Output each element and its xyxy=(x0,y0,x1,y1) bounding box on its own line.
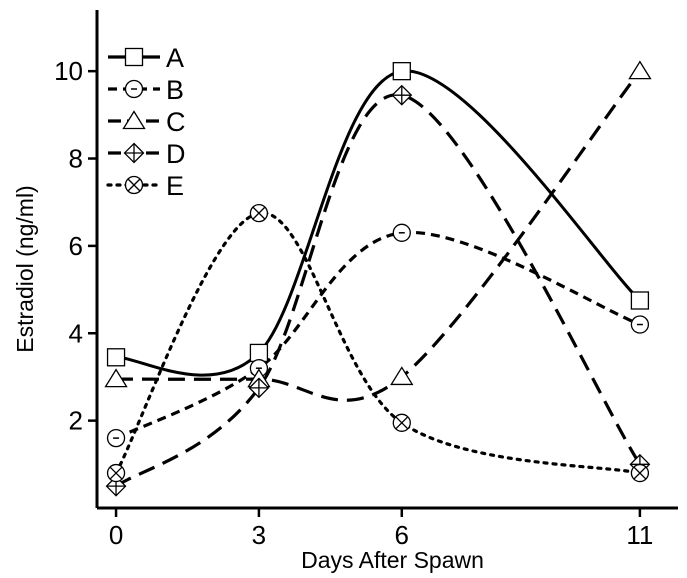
data-point-e-6 xyxy=(392,413,411,432)
data-point-b-6 xyxy=(392,223,411,242)
legend-label: D xyxy=(166,139,186,169)
legend-item-e: E xyxy=(106,171,184,201)
data-point-e-3 xyxy=(249,203,269,223)
data-point-e-11 xyxy=(630,463,650,483)
legend-marker-a xyxy=(124,47,144,67)
y-tick-label: 2 xyxy=(69,406,83,436)
series-line-d xyxy=(115,93,642,488)
x-axis-title: Days After Spawn xyxy=(301,547,484,573)
legend-label: E xyxy=(166,171,184,201)
data-point-c-11 xyxy=(628,60,652,80)
legend-marker-d xyxy=(123,142,145,164)
legend-marker-c xyxy=(122,110,146,130)
data-point-c-6 xyxy=(390,366,414,386)
legend-item-d: D xyxy=(108,139,186,169)
legend-item-a: A xyxy=(108,43,184,73)
legend-label: A xyxy=(166,43,184,73)
data-point-a-3 xyxy=(249,343,269,363)
x-tick-label: 0 xyxy=(109,520,123,550)
y-tick-label: 6 xyxy=(69,231,83,261)
data-point-a-0 xyxy=(106,348,126,367)
series-line-c xyxy=(115,70,642,402)
y-tick-label: 10 xyxy=(54,56,83,86)
axes xyxy=(95,10,678,510)
data-point-a-6 xyxy=(392,62,411,81)
y-axis-title: Estradiol (ng/ml) xyxy=(12,185,38,352)
data-point-e-0 xyxy=(106,463,126,483)
series-lines xyxy=(114,69,642,488)
legend-item-c: C xyxy=(108,107,186,137)
series-line-b xyxy=(115,230,641,440)
data-point-c-0 xyxy=(104,368,128,388)
data-point-d-6 xyxy=(391,84,413,106)
series-line-e xyxy=(114,211,642,475)
data-point-b-11 xyxy=(630,315,650,334)
series-markers xyxy=(104,60,652,497)
legend-label: C xyxy=(166,107,186,137)
x-tick-label: 3 xyxy=(252,520,266,550)
legend-marker-b xyxy=(124,79,144,99)
x-tick-label: 11 xyxy=(626,520,653,550)
data-point-b-0 xyxy=(106,428,126,448)
legend-item-b: B xyxy=(108,75,184,105)
y-tick-label: 8 xyxy=(69,144,83,174)
legend-marker-e xyxy=(124,175,144,195)
ticks: 0 3 6 11 2 4 6 8 10 xyxy=(54,56,653,550)
x-tick-label: 6 xyxy=(395,520,409,550)
y-tick-label: 4 xyxy=(69,318,83,348)
series-line-a xyxy=(115,69,641,377)
data-point-d-3 xyxy=(248,377,270,399)
legend-label: B xyxy=(166,75,184,105)
data-point-a-11 xyxy=(630,291,650,310)
